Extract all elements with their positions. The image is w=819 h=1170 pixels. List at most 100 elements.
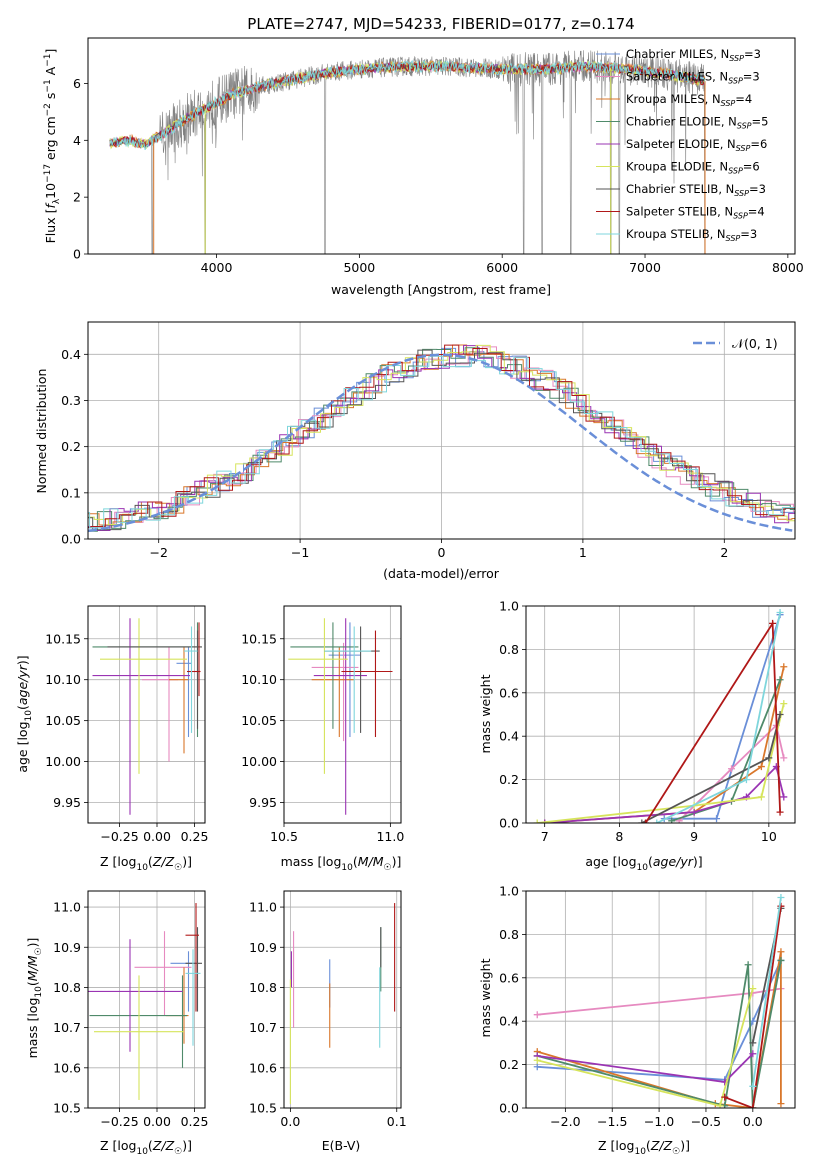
spectrum-legend: Chabrier MILES, NSSP=3 Salpeter MILES, NS… bbox=[596, 47, 768, 243]
weight-age-x-axis-label: age [log10(age/yr)] bbox=[585, 854, 702, 873]
weight-marker bbox=[749, 1039, 757, 1047]
normal-legend-label: 𝒩(0, 1) bbox=[732, 336, 778, 351]
x-tick-label: 0.00 bbox=[143, 829, 171, 844]
y-tick-label: 0.6 bbox=[499, 970, 519, 985]
weight-marker bbox=[638, 819, 646, 823]
grid bbox=[284, 891, 401, 1109]
x-tick-label: −1.0 bbox=[644, 1114, 674, 1129]
errorbar-kroupa-stelib bbox=[324, 626, 372, 733]
errorbar-kroupa-elodie bbox=[100, 618, 187, 774]
weight-marker bbox=[642, 819, 650, 823]
errorbar-kroupa-elodie bbox=[94, 975, 184, 1100]
y-tick-label: 10.15 bbox=[241, 631, 277, 646]
y-tick-label: 0.8 bbox=[499, 927, 519, 942]
y-tick-label: 0.0 bbox=[499, 1101, 519, 1116]
plot-area bbox=[92, 618, 202, 815]
weight-line-kroupa-miles bbox=[536, 951, 782, 1108]
x-tick-label: −1 bbox=[291, 545, 309, 560]
x-tick-label: 10.5 bbox=[270, 829, 298, 844]
weight-marker bbox=[727, 765, 735, 773]
weight-marker bbox=[769, 619, 777, 627]
legend-label: Salpeter MILES, NSSP=3 bbox=[626, 70, 760, 86]
weight-marker bbox=[757, 793, 765, 801]
y-tick-label: 6 bbox=[73, 76, 81, 91]
errorbar-salpeter-stelib bbox=[341, 630, 393, 738]
errorbar-kroupa-stelib bbox=[185, 949, 201, 1046]
weight-marker bbox=[777, 1100, 785, 1108]
errorbar-salpeter-stelib bbox=[187, 622, 201, 697]
errorbar-kroupa-elodie bbox=[288, 618, 348, 774]
weight-marker bbox=[749, 1104, 757, 1108]
axes-frame bbox=[525, 605, 796, 824]
y-tick-label: 10.9 bbox=[249, 940, 277, 955]
y-tick-label: 10.8 bbox=[53, 980, 81, 995]
age-z-x-axis-label: Z [log10(Z/Z☉)] bbox=[100, 854, 192, 873]
y-tick-label: 0.3 bbox=[61, 393, 81, 408]
y-tick-label: 0.1 bbox=[61, 485, 81, 500]
errorbar-salpeter-elodie bbox=[92, 618, 190, 815]
plot-area bbox=[533, 609, 788, 823]
y-tick-label: 10.00 bbox=[241, 754, 277, 769]
weight-marker bbox=[777, 948, 785, 956]
mass-vs-extinction-panel: E(B-V) 0.0 0.1 10.5 10.6 10.7 10.8 10.9 11.0 bbox=[249, 890, 407, 1153]
weight-line-kroupa-elodie bbox=[537, 703, 785, 823]
weight-marker bbox=[776, 676, 784, 684]
weight-marker bbox=[533, 819, 541, 823]
y-tick-label: 0.8 bbox=[499, 642, 519, 657]
y-tick-label: 10.05 bbox=[241, 713, 277, 728]
y-tick-label: 10.15 bbox=[45, 631, 81, 646]
weight-line-salpeter-stelib bbox=[724, 906, 782, 1108]
age-vs-mass-panel: mass [log10(M/M☉)] 10.5 11.0 9.95 10.00 10.0… bbox=[241, 605, 404, 873]
weight-line-kroupa-stelib bbox=[751, 897, 782, 1087]
errorbar-chabrier-stelib bbox=[107, 630, 202, 729]
y-tick-label: 10.6 bbox=[53, 1060, 81, 1075]
histogram-kroupa-miles bbox=[88, 344, 795, 526]
weight-marker bbox=[749, 985, 757, 993]
plot-area bbox=[109, 50, 706, 254]
y-tick-label: 0.2 bbox=[499, 772, 519, 787]
y-tick-label: 10.00 bbox=[45, 754, 81, 769]
grid bbox=[88, 891, 205, 1109]
errorbar-chabrier-stelib bbox=[185, 927, 202, 1012]
weight-marker bbox=[716, 1102, 724, 1108]
y-tick-label: 0 bbox=[73, 247, 81, 262]
y-tick-label: 10.5 bbox=[53, 1101, 81, 1116]
y-tick-label: 10.9 bbox=[53, 940, 81, 955]
x-tick-label: 6000 bbox=[486, 260, 518, 275]
y-tick-label: 0.2 bbox=[499, 1057, 519, 1072]
legend-label: Chabrier MILES, NSSP=3 bbox=[626, 47, 761, 63]
plot-area bbox=[88, 903, 202, 1100]
age-z-y-axis-label: age [log10(age/yr)] bbox=[15, 655, 34, 772]
legend-label: Kroupa STELIB, NSSP=3 bbox=[626, 227, 757, 243]
spectrum-x-axis-label: wavelength [Angstrom, rest frame] bbox=[331, 282, 551, 297]
legend-label: Chabrier STELIB, NSSP=3 bbox=[626, 182, 766, 198]
weight-marker bbox=[742, 776, 750, 784]
y-tick-label: 1.0 bbox=[499, 884, 519, 899]
x-tick-label: 0.00 bbox=[143, 1114, 171, 1129]
weight-marker bbox=[776, 808, 784, 816]
y-tick-label: 0.4 bbox=[499, 1014, 519, 1029]
weight-marker bbox=[777, 902, 785, 910]
legend-label: Chabrier ELODIE, NSSP=5 bbox=[626, 115, 768, 131]
y-tick-label: 0.2 bbox=[61, 439, 81, 454]
age-vs-metallicity-panel: Z [log10(Z/Z☉)] age [log10(age/yr)] −0.2… bbox=[15, 605, 208, 873]
y-tick-label: 9.95 bbox=[249, 795, 277, 810]
weight-marker bbox=[765, 754, 773, 762]
weight-marker bbox=[749, 1082, 757, 1090]
axes-frame bbox=[87, 890, 206, 1109]
y-tick-label: 10.7 bbox=[53, 1020, 81, 1035]
weight-marker bbox=[744, 961, 752, 969]
axes-frame bbox=[525, 890, 796, 1109]
axes-frame bbox=[87, 321, 796, 540]
weight-marker bbox=[668, 817, 676, 823]
x-tick-label: 0.0 bbox=[743, 1114, 763, 1129]
x-tick-label: 0.25 bbox=[181, 1114, 209, 1129]
errorbar-chabrier-elodie bbox=[89, 975, 187, 1068]
observed-spectrum-line bbox=[109, 50, 706, 254]
plot-area bbox=[288, 618, 393, 815]
legend-label: Salpeter ELODIE, NSSP=6 bbox=[626, 137, 767, 153]
x-tick-label: 11.0 bbox=[376, 829, 404, 844]
errorbar-kroupa-stelib bbox=[184, 626, 198, 733]
x-tick-label: −1.5 bbox=[597, 1114, 627, 1129]
